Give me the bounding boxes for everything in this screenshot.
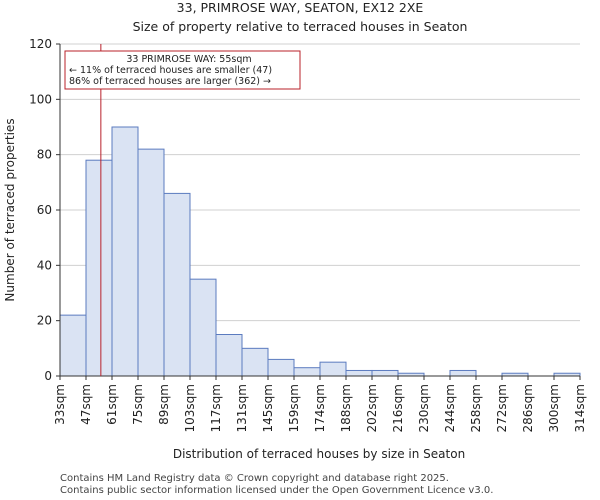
- chart-title: 33, PRIMROSE WAY, SEATON, EX12 2XE: [176, 0, 424, 15]
- histogram-bar: [215, 334, 243, 377]
- x-tick-label: 145sqm: [261, 384, 275, 432]
- y-tick-label: 60: [37, 203, 52, 217]
- x-tick-label: 230sqm: [417, 384, 431, 432]
- histogram-bar: [163, 192, 191, 377]
- x-tick-label: 103sqm: [183, 384, 197, 432]
- x-tick-label: 258sqm: [469, 384, 483, 432]
- footer-line-1: Contains HM Land Registry data © Crown c…: [60, 473, 449, 484]
- x-tick-label: 216sqm: [391, 384, 405, 432]
- annotation-line-1: 33 PRIMROSE WAY: 55sqm: [126, 54, 251, 65]
- x-tick-label: 272sqm: [495, 384, 509, 432]
- x-tick-label: 131sqm: [235, 384, 249, 432]
- x-tick-label: 286sqm: [521, 384, 535, 432]
- x-tick-label: 188sqm: [339, 384, 353, 432]
- x-tick-label: 159sqm: [287, 384, 301, 432]
- x-tick-label: 61sqm: [105, 384, 119, 425]
- x-tick-label: 89sqm: [157, 384, 171, 425]
- histogram-bar: [59, 314, 87, 377]
- x-tick-label: 47sqm: [79, 384, 93, 425]
- histogram-bar: [267, 358, 295, 377]
- y-axis-label: Number of terraced properties: [3, 118, 17, 301]
- x-axis-label: Distribution of terraced houses by size …: [173, 447, 465, 461]
- histogram-bar: [371, 369, 399, 377]
- y-tick-label: 100: [29, 92, 52, 106]
- y-tick-label: 0: [44, 369, 52, 383]
- annotation-box: [64, 50, 301, 90]
- histogram-bar: [345, 369, 373, 377]
- y-tick-label: 40: [37, 258, 52, 272]
- x-tick-label: 117sqm: [209, 384, 223, 432]
- x-tick-label: 244sqm: [443, 384, 457, 432]
- histogram-bar: [137, 148, 165, 377]
- y-tick-label: 20: [37, 314, 52, 328]
- chart-subtitle: Size of property relative to terraced ho…: [132, 19, 468, 34]
- footer-line-2: Contains public sector information licen…: [60, 485, 494, 496]
- histogram-bar: [449, 369, 477, 377]
- y-tick-label: 120: [29, 37, 52, 51]
- x-tick-label: 314sqm: [573, 384, 587, 432]
- x-tick-label: 174sqm: [313, 384, 327, 432]
- annotation-line-2: ← 11% of terraced houses are smaller (47…: [69, 65, 272, 76]
- x-tick-label: 33sqm: [53, 384, 67, 425]
- annotation-line-3: 86% of terraced houses are larger (362) …: [69, 76, 271, 87]
- histogram-bar: [85, 159, 113, 377]
- histogram-bar: [293, 367, 321, 377]
- histogram-bar: [319, 361, 347, 377]
- x-tick-label: 75sqm: [131, 384, 145, 425]
- histogram-bar: [241, 347, 269, 377]
- histogram-bar: [189, 278, 217, 377]
- y-tick-label: 80: [37, 148, 52, 162]
- histogram-bar: [111, 126, 139, 377]
- x-tick-label: 300sqm: [547, 384, 561, 432]
- x-tick-label: 202sqm: [365, 384, 379, 432]
